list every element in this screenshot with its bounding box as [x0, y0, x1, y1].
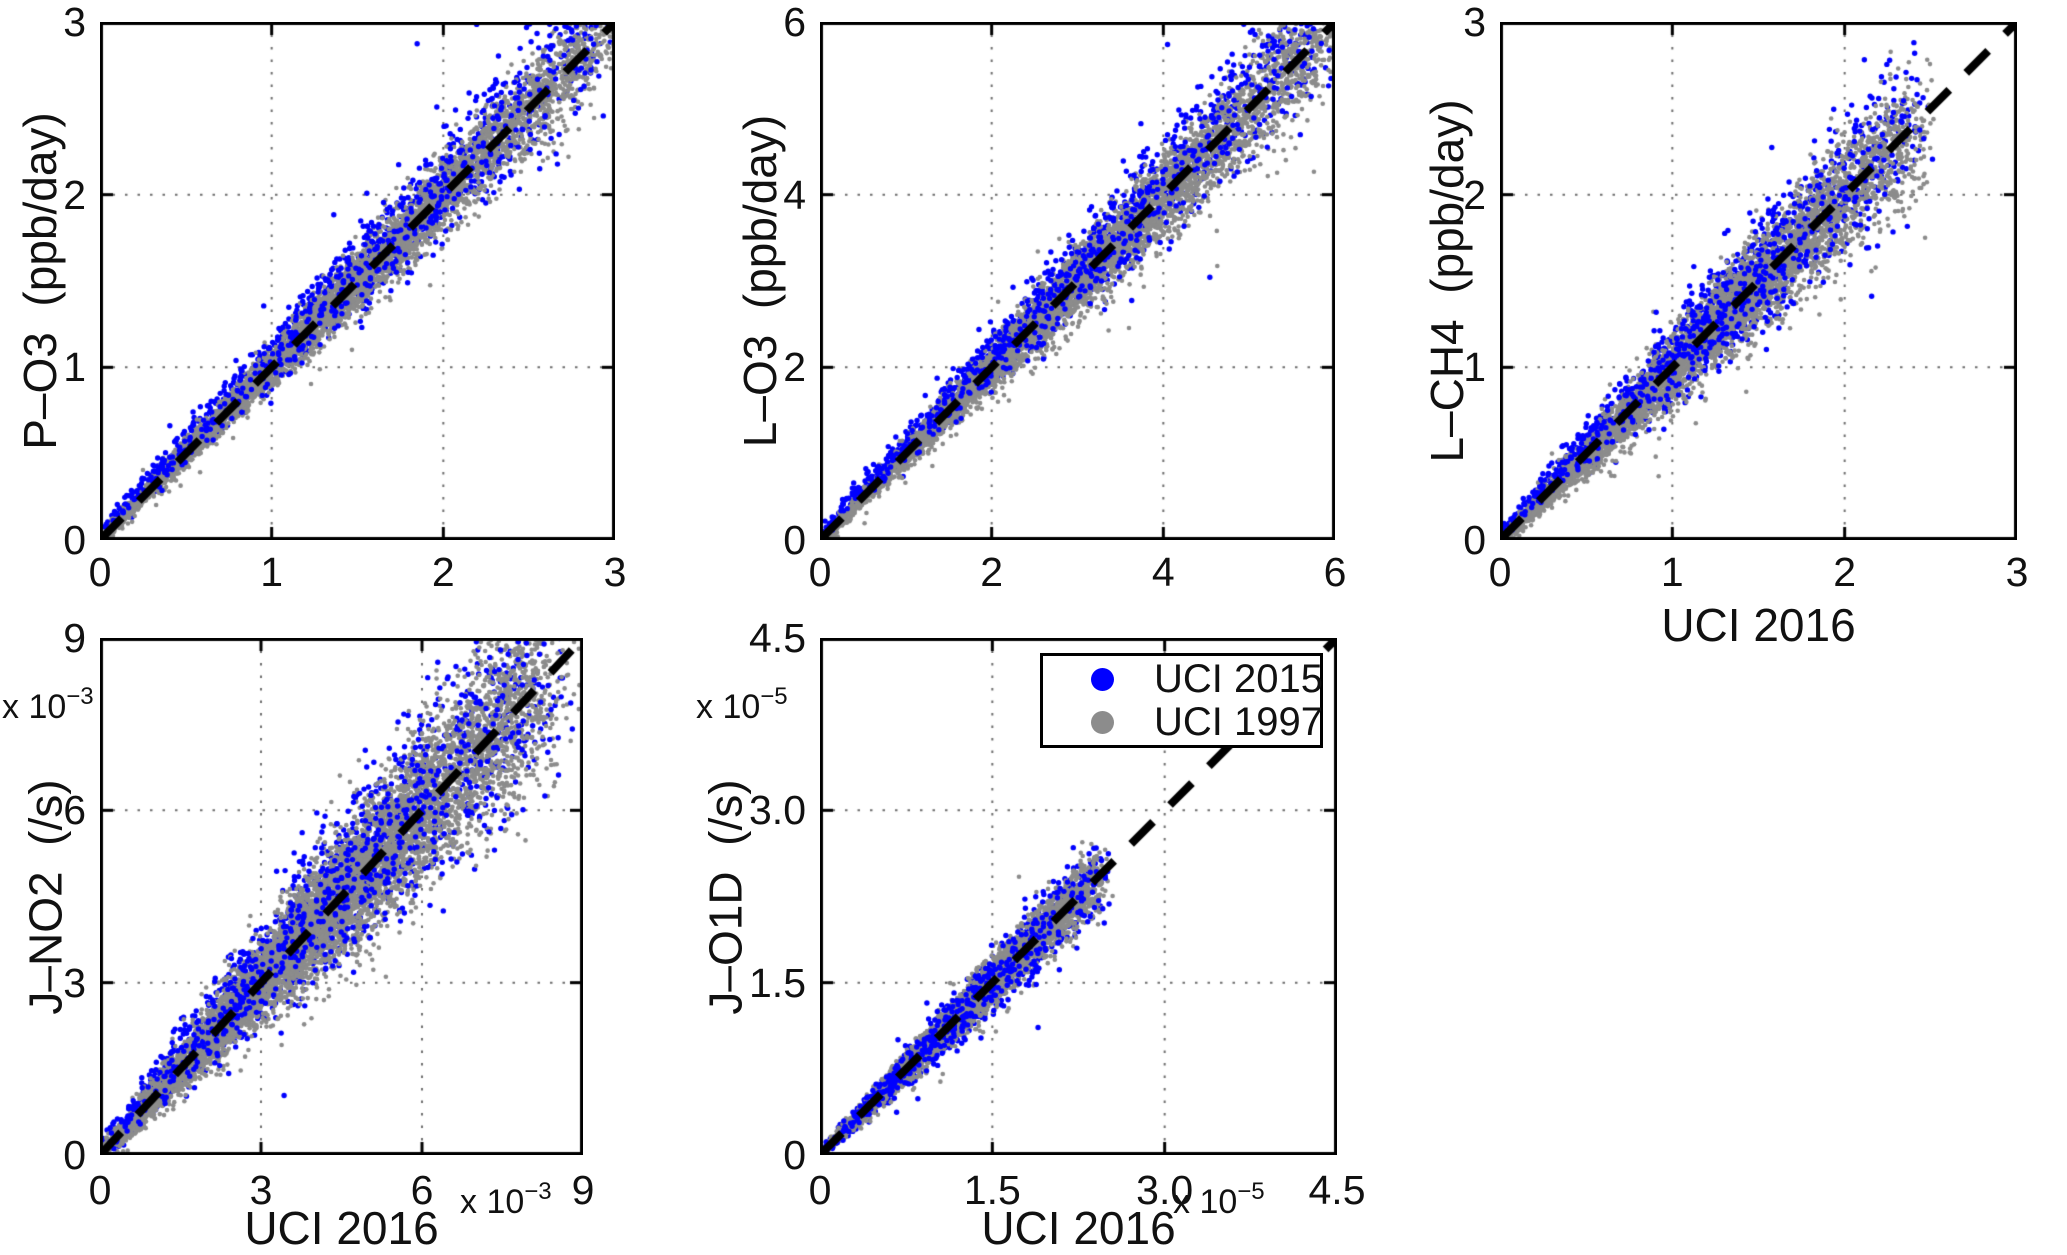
- j-no2-scatter-canvas: [100, 638, 583, 1155]
- multiplier-exponent: −3: [66, 683, 94, 710]
- x-tick-label: 6: [1323, 549, 1347, 595]
- y-tick-label: 0: [63, 517, 86, 563]
- x-tick-label: 3: [2005, 549, 2029, 595]
- multiplier-base: x 10: [2, 688, 67, 726]
- multiplier-base: x 10: [1173, 1183, 1238, 1221]
- x-tick-label: 0: [88, 549, 112, 595]
- uci-1997-marker-icon: [1091, 710, 1114, 734]
- y-tick-label: 6: [63, 787, 86, 834]
- y-tick-label: 3: [63, 0, 86, 45]
- multiplier-exponent: −3: [524, 1178, 552, 1205]
- x-tick-label: 4: [1151, 549, 1175, 595]
- x-tick-label: 1: [1660, 549, 1684, 595]
- y-tick-label: 2: [63, 171, 86, 218]
- y-tick-label: 6: [783, 0, 806, 45]
- y-axis-label-l-o3: L–O3 (ppb/day): [734, 114, 786, 448]
- y-tick-label: 1.5: [749, 959, 806, 1006]
- y-tick-label: 3: [63, 959, 86, 1006]
- x-tick-label: 3: [603, 549, 627, 595]
- y-tick-label: 2: [783, 344, 806, 391]
- y-tick-label: 4: [783, 171, 806, 218]
- y-tick-label: 9: [63, 615, 86, 661]
- x-tick-label: 1: [260, 549, 284, 595]
- y-axis-label-p-o3: P–O3 (ppb/day): [14, 112, 66, 450]
- legend-label-uci-1997: UCI 1997: [1154, 699, 1323, 744]
- x-tick-label: 1.5: [963, 1167, 1021, 1213]
- x-tick-label: 2: [1833, 549, 1857, 595]
- l-ch4-scatter-canvas: [1500, 22, 2017, 540]
- y-tick-label: 4.5: [749, 615, 806, 661]
- y-axis-exponent-multiplier-j-o1d: x 10−5: [696, 683, 788, 730]
- x-axis-label-j-no2: UCI 2016: [244, 1202, 439, 1254]
- legend-label-uci-2015: UCI 2015: [1154, 656, 1323, 701]
- l-o3-scatter-canvas: [820, 22, 1335, 540]
- x-axis-label-l-ch4: UCI 2016: [1661, 599, 1856, 651]
- x-axis-exponent-multiplier-j-o1d: x 10−5: [1173, 1178, 1265, 1225]
- x-tick-label: 9: [571, 1167, 595, 1213]
- p-o3-scatter-canvas: [100, 22, 615, 540]
- x-tick-label: 0: [808, 549, 832, 595]
- x-tick-label: 6: [410, 1167, 434, 1213]
- x-tick-label: 4.5: [1308, 1167, 1366, 1213]
- uci-2015-marker-icon: [1091, 667, 1114, 691]
- x-tick-label: 2: [431, 549, 455, 595]
- multiplier-exponent: −5: [1237, 1178, 1265, 1205]
- y-tick-label: 2: [1463, 171, 1486, 218]
- multiplier-base: x 10: [696, 688, 761, 726]
- y-tick-label: 1: [63, 344, 86, 391]
- legend-box: UCI 2015 UCI 1997: [1040, 653, 1323, 748]
- x-tick-label: 0: [88, 1167, 112, 1213]
- y-tick-label: 3.0: [749, 787, 806, 834]
- y-tick-label: 0: [1463, 517, 1486, 563]
- legend-item-uci-2015: UCI 2015: [1091, 656, 1323, 701]
- y-tick-label: 0: [783, 1132, 806, 1178]
- legend-item-uci-1997: UCI 1997: [1091, 699, 1323, 744]
- y-tick-label: 3: [1463, 0, 1486, 45]
- y-tick-label: 1: [1463, 344, 1486, 391]
- y-axis-exponent-multiplier-j-no2: x 10−3: [2, 683, 94, 730]
- y-axis-label-l-ch4: L–CH4 (ppb/day): [1421, 99, 1473, 463]
- x-axis-label-j-o1d: UCI 2016: [981, 1202, 1176, 1254]
- y-tick-label: 0: [63, 1132, 86, 1178]
- x-tick-label: 0: [808, 1167, 832, 1213]
- multiplier-exponent: −5: [760, 683, 788, 710]
- multiplier-base: x 10: [460, 1183, 525, 1221]
- x-tick-label: 2: [980, 549, 1004, 595]
- x-tick-label: 3: [249, 1167, 273, 1213]
- x-tick-label: 3.0: [1136, 1167, 1194, 1213]
- x-axis-exponent-multiplier-j-no2: x 10−3: [460, 1178, 552, 1225]
- x-tick-label: 0: [1488, 549, 1512, 595]
- y-tick-label: 0: [783, 517, 806, 563]
